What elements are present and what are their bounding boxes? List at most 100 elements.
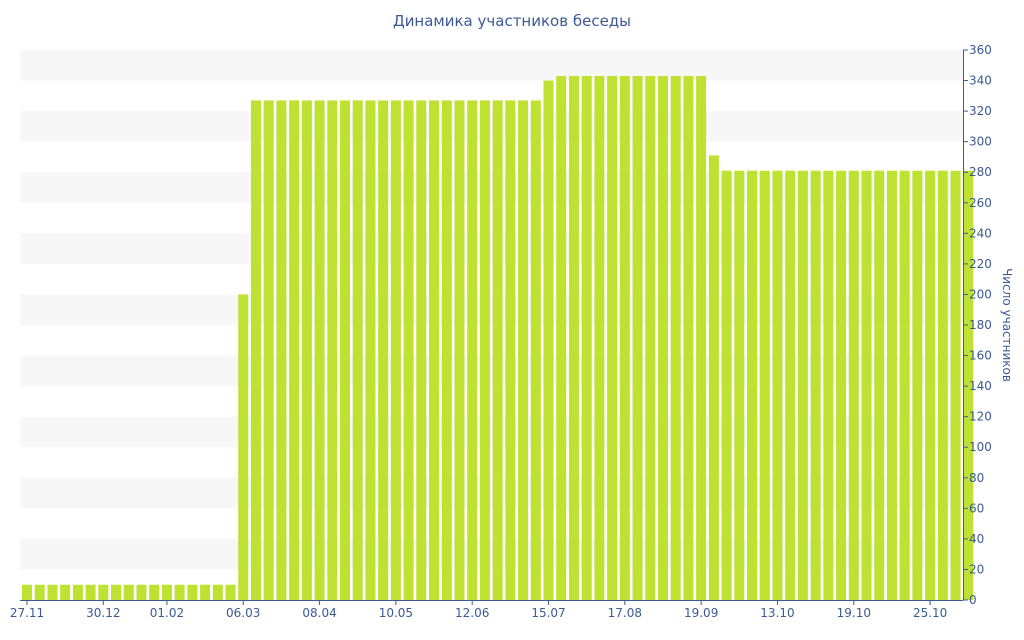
- y-tick-label: 360: [969, 43, 992, 57]
- y-axis-label: Число участников: [1000, 268, 1014, 382]
- bar: [22, 584, 32, 600]
- bar: [479, 100, 490, 601]
- bar: [123, 584, 134, 600]
- bar: [797, 170, 808, 600]
- y-tick-label: 80: [969, 471, 984, 485]
- bar: [200, 584, 211, 600]
- y-tick-label: 160: [969, 349, 992, 363]
- bar: [365, 100, 376, 601]
- y-tick-label: 100: [969, 440, 992, 454]
- x-tick-label: 08.04: [302, 606, 336, 620]
- x-tick-label: 15.07: [531, 606, 565, 620]
- grid-band: [20, 538, 963, 570]
- bar: [708, 155, 719, 600]
- bar: [581, 75, 592, 600]
- x-tick-label: 13.10: [760, 606, 794, 620]
- bar: [632, 75, 643, 600]
- x-tick-label: 10.05: [379, 606, 413, 620]
- bar: [543, 80, 554, 601]
- bar: [301, 100, 312, 601]
- x-tick-label: 25.10: [913, 606, 947, 620]
- grid-band: [20, 172, 963, 203]
- bars: [22, 75, 974, 601]
- bar: [886, 170, 897, 600]
- bar: [645, 75, 656, 600]
- bar: [747, 170, 758, 600]
- grid-band: [20, 50, 963, 81]
- y-tick-label: 120: [969, 410, 992, 424]
- bar: [823, 170, 834, 600]
- bar: [378, 100, 389, 601]
- bar: [314, 100, 325, 601]
- bar: [505, 100, 516, 601]
- y-tick-label: 340: [969, 74, 992, 88]
- bar: [276, 100, 287, 601]
- bar: [696, 75, 707, 600]
- bar: [950, 170, 961, 600]
- bar: [759, 170, 770, 600]
- bar: [492, 100, 503, 601]
- bar: [658, 75, 668, 600]
- grid-band: [20, 233, 963, 264]
- bar: [98, 584, 109, 600]
- bar: [149, 584, 160, 600]
- bar: [530, 100, 541, 601]
- y-tick-label: 300: [969, 135, 992, 149]
- bar: [670, 75, 681, 600]
- y-tick-label: 260: [969, 196, 992, 210]
- bar: [225, 584, 236, 600]
- x-tick-labels: 27.11 30.12 01.02 06.03 08.04 10.05 12.06 15.07…: [10, 606, 947, 620]
- bar: [874, 170, 885, 600]
- bar: [72, 584, 83, 600]
- bar: [352, 100, 363, 601]
- x-tick-label: 27.11: [10, 606, 44, 620]
- bar: [861, 170, 872, 600]
- y-tick-labels: 0 20 40 60 80 100 120 140 160 180 200 220 240 260 280 3…: [969, 43, 992, 607]
- bar: [136, 584, 147, 600]
- bar: [441, 100, 452, 601]
- grid-band: [20, 355, 963, 387]
- x-tick-label: 06.03: [226, 606, 260, 620]
- y-tick-label: 320: [969, 104, 992, 118]
- bar: [289, 100, 300, 601]
- bar: [263, 100, 274, 601]
- bar: [60, 584, 71, 600]
- bar: [518, 100, 529, 601]
- bar: [34, 584, 45, 600]
- y-tick-label: 220: [969, 257, 992, 271]
- grid-bands: [20, 50, 963, 570]
- bar: [429, 100, 440, 601]
- x-tick-label: 12.06: [455, 606, 489, 620]
- axes: [20, 49, 968, 605]
- y-tick-label: 40: [969, 532, 984, 546]
- y-tick-label: 60: [969, 501, 984, 515]
- bar: [963, 170, 974, 600]
- bar: [836, 170, 847, 600]
- y-tick-label: 20: [969, 562, 984, 576]
- bar: [467, 100, 478, 601]
- bar: [390, 100, 401, 601]
- bar: [174, 584, 185, 600]
- grid-band: [20, 416, 963, 448]
- bar: [607, 75, 618, 600]
- y-tick-label: 0: [969, 593, 977, 607]
- grid-band: [20, 477, 963, 509]
- bar: [111, 584, 122, 600]
- bar: [568, 75, 579, 600]
- bar: [340, 100, 350, 601]
- bar: [403, 100, 414, 601]
- bar: [238, 294, 249, 600]
- bar: [683, 75, 694, 600]
- bar: [734, 170, 745, 600]
- y-tick-label: 140: [969, 379, 992, 393]
- bar: [899, 170, 910, 600]
- bar: [594, 75, 605, 600]
- y-tick-label: 200: [969, 287, 992, 301]
- bar: [454, 100, 465, 601]
- bar: [619, 75, 630, 600]
- bar: [47, 584, 58, 600]
- bar: [772, 170, 783, 600]
- bar: [721, 170, 732, 600]
- x-tick-label: 30.12: [86, 606, 120, 620]
